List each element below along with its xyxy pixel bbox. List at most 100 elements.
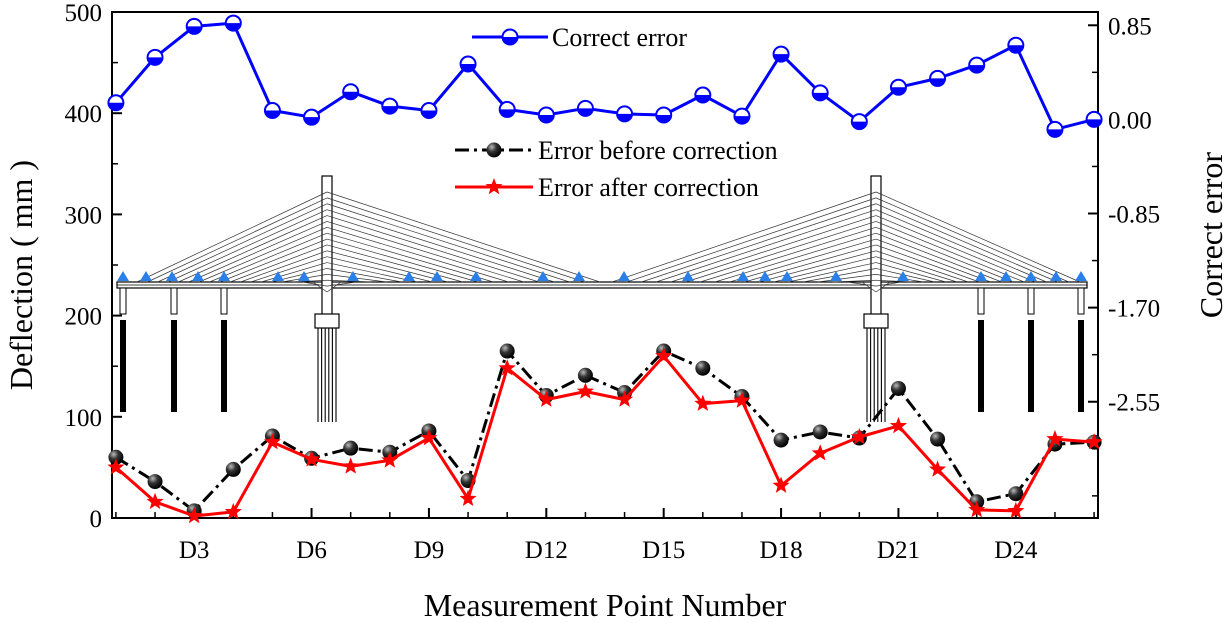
bridge-pier	[220, 287, 228, 412]
data-point	[616, 390, 634, 407]
pier-pile	[120, 320, 126, 412]
data-point	[812, 424, 828, 440]
right-tick-label: 0.85	[1108, 13, 1152, 40]
data-point	[1085, 110, 1103, 128]
sensor-triangle	[759, 271, 771, 281]
data-point	[263, 433, 281, 450]
stay-cable	[292, 279, 328, 283]
data-point	[890, 380, 906, 396]
stay-cable	[326, 215, 540, 283]
data-point	[225, 461, 241, 477]
stay-cable	[729, 238, 877, 283]
stay-cable	[875, 281, 891, 293]
x-tick-label: D21	[877, 537, 920, 564]
data-point	[772, 476, 790, 493]
sensor-triangle	[897, 271, 909, 281]
stay-cable	[326, 268, 403, 283]
data-point	[420, 429, 438, 446]
stay-cable	[626, 197, 877, 283]
stay-cable	[326, 191, 601, 283]
stay-cable	[326, 256, 433, 283]
pylon-cap	[863, 313, 889, 329]
sensor-triangle	[1050, 271, 1062, 281]
sensor-triangle	[830, 271, 842, 281]
stay-cable	[312, 281, 328, 293]
left-tick-label: 0	[90, 506, 103, 533]
stay-cable	[685, 221, 877, 283]
pier-pile	[978, 320, 984, 412]
data-point	[381, 451, 399, 468]
sensor-triangle	[218, 271, 230, 281]
legend-label: Error after correction	[538, 173, 759, 202]
pier-column	[977, 287, 985, 315]
data-point	[694, 394, 712, 411]
data-point	[811, 84, 829, 102]
pier-column	[220, 287, 228, 315]
stay-cable	[861, 281, 877, 293]
data-point	[889, 416, 908, 434]
pier-pile	[1028, 320, 1034, 412]
stay-cable	[817, 274, 877, 283]
stay-cable	[875, 244, 980, 283]
stay-cable	[875, 256, 958, 283]
stay-cable	[326, 226, 509, 283]
sensor-triangle	[192, 271, 204, 281]
left-tick-label: 500	[65, 0, 103, 27]
bridge-pier	[170, 287, 178, 412]
plot-frame	[111, 11, 1099, 519]
data-point	[498, 100, 516, 118]
data-point	[576, 382, 594, 399]
sensor-triangle	[272, 271, 284, 281]
stay-cable	[326, 250, 448, 283]
x-axis-label: Measurement Point Number	[424, 587, 787, 623]
data-point	[146, 48, 164, 66]
bridge-pier	[1027, 287, 1035, 412]
data-point	[107, 94, 125, 112]
stay-cable	[875, 221, 1025, 283]
data-point	[1007, 501, 1025, 519]
bridge-pier	[119, 287, 127, 412]
stay-cable	[147, 197, 328, 283]
stay-cable	[219, 238, 328, 283]
data-point	[655, 347, 673, 364]
legend-entry: Error after correction	[455, 173, 759, 202]
data-point	[811, 444, 829, 461]
legend-marker	[486, 142, 502, 158]
data-point	[616, 105, 634, 123]
sensor-triangle	[975, 271, 987, 281]
stay-cable	[188, 221, 328, 283]
data-point	[733, 107, 751, 125]
sensor-triangle	[537, 271, 549, 281]
legend-marker	[485, 178, 503, 195]
stay-cable	[250, 256, 328, 283]
legend-entry: Error before correction	[455, 136, 778, 165]
stay-cable	[198, 226, 328, 283]
data-point	[929, 69, 947, 87]
stay-cable	[167, 209, 328, 283]
sensor-triangle	[347, 271, 359, 281]
stay-cable	[875, 209, 1047, 283]
data-point	[694, 86, 712, 104]
stay-cable	[178, 215, 328, 283]
pier-column	[170, 287, 178, 315]
series-line	[115, 349, 1095, 513]
series-3	[107, 347, 1103, 524]
pier-column	[1027, 287, 1035, 315]
x-tick-label: D18	[760, 537, 803, 564]
data-point	[224, 502, 242, 520]
axes: 0 100 200 300 400 500 -2.55 -1.70 -0.85 0.00 0.85 D…	[3, 0, 1224, 623]
left-tick-label: 400	[65, 101, 103, 128]
stay-cable	[326, 279, 372, 283]
x-tick-label: D3	[179, 537, 210, 564]
legend-marker	[501, 28, 519, 46]
x-tick-label: D12	[525, 537, 568, 564]
stay-cable	[656, 209, 877, 283]
data-point	[537, 106, 555, 124]
left-tick-label: 100	[65, 405, 103, 432]
data-point	[773, 432, 789, 448]
stay-cable	[700, 226, 877, 283]
stay-cable	[157, 203, 328, 283]
data-point	[968, 500, 986, 518]
right-tick-label: -1.70	[1108, 296, 1160, 323]
